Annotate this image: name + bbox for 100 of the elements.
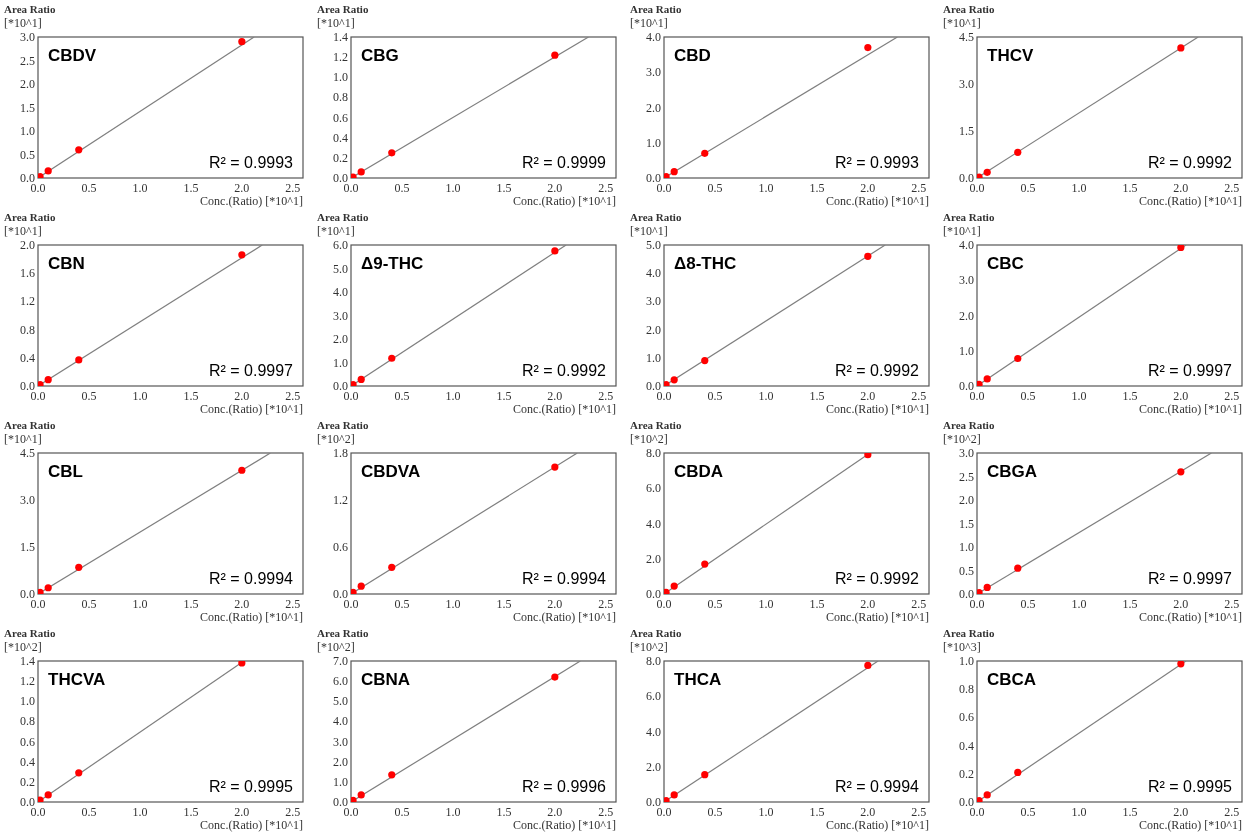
y-tick-label: 0.5: [20, 147, 35, 162]
point: [44, 584, 52, 592]
x-axis-title: Conc.(Ratio) [*10^1]: [826, 818, 929, 832]
y-axis-title: Area Ratio [*10^2]: [317, 419, 369, 446]
x-tick-label: 2.5: [285, 181, 301, 195]
y-tick-label: 3.0: [646, 65, 661, 80]
y-tick-label: 4.0: [333, 714, 348, 729]
y-tick-label: 0.5: [959, 563, 974, 578]
annotation: R² = 0.9997: [1147, 570, 1233, 587]
x-tick-label: 1.0: [445, 805, 461, 819]
annotation: R² = 0.9993: [834, 154, 920, 171]
y-tick-label: 0.8: [20, 714, 35, 729]
x-axis-title: Conc.(Ratio) [*10^1]: [513, 818, 616, 832]
point: [664, 172, 670, 178]
y-tick-label: 0.2: [20, 774, 35, 789]
x-tick-label: 1.0: [445, 597, 461, 611]
annotation: R² = 0.9995: [1147, 778, 1233, 795]
point: [983, 375, 991, 383]
point: [670, 376, 678, 384]
x-tick-label: 1.5: [496, 181, 512, 195]
point: [664, 796, 670, 802]
y-tick-label: 2.0: [646, 551, 661, 566]
y-tick-label: 5.0: [646, 238, 661, 252]
point: [864, 252, 872, 260]
point: [44, 791, 52, 799]
x-tick-label: 0.5: [394, 181, 410, 195]
x-tick-label: 1.5: [183, 181, 199, 195]
point: [864, 453, 872, 459]
y-axis-title: Area Ratio [*10^1]: [630, 211, 682, 238]
x-tick-label: 2.0: [547, 597, 563, 611]
y-tick-label: 0.6: [959, 710, 974, 725]
point: [238, 251, 246, 259]
y-tick-label: 1.2: [20, 294, 35, 309]
point: [38, 172, 44, 178]
x-tick-label: 1.5: [183, 597, 199, 611]
x-axis-title: Conc.(Ratio) [*10^1]: [1139, 610, 1242, 624]
x-tick-label: 1.0: [132, 181, 148, 195]
x-tick-label: 2.0: [234, 805, 250, 819]
point: [701, 357, 709, 365]
y-tick-label: 1.6: [20, 266, 35, 281]
y-axis-title: Area Ratio [*10^2]: [4, 627, 56, 654]
point: [38, 796, 44, 802]
x-tick-label: 2.0: [860, 389, 876, 403]
y-tick-label: 4.0: [646, 516, 661, 531]
x-tick-label: 0.5: [707, 805, 723, 819]
point: [388, 149, 396, 157]
point: [351, 173, 357, 178]
x-tick-label: 1.0: [758, 389, 774, 403]
y-tick-label: 4.0: [333, 285, 348, 299]
x-tick-label: 1.0: [1071, 597, 1087, 611]
x-tick-label: 1.0: [132, 389, 148, 403]
point: [357, 375, 365, 384]
x-axis-title: Conc.(Ratio) [*10^1]: [826, 194, 929, 208]
annotation: R² = 0.9997: [208, 362, 294, 379]
point: [983, 791, 991, 799]
point: [351, 588, 357, 594]
point: [357, 791, 365, 799]
x-tick-label: 2.0: [234, 181, 250, 195]
point: [388, 771, 396, 779]
annotation: R² = 0.9994: [521, 570, 607, 587]
point: [357, 168, 365, 176]
y-tick-label: 1.0: [959, 540, 974, 554]
y-axis-title: Area Ratio [*10^3]: [943, 627, 995, 654]
y-tick-label: 1.8: [333, 446, 348, 460]
y-axis-title: Area Ratio [*10^1]: [943, 3, 995, 30]
point: [44, 376, 52, 384]
x-tick-label: 2.0: [860, 805, 876, 819]
point: [238, 466, 246, 474]
y-tick-label: 0.2: [959, 766, 974, 781]
x-axis-title: Conc.(Ratio) [*10^1]: [826, 610, 929, 624]
point: [551, 673, 559, 681]
x-tick-label: 0.5: [707, 181, 723, 195]
x-tick-label: 2.5: [911, 805, 927, 819]
x-tick-label: 1.5: [809, 597, 825, 611]
text: CBD: [674, 46, 711, 65]
x-tick-label: 0.5: [1020, 181, 1036, 195]
x-tick-label: 2.0: [860, 597, 876, 611]
x-axis-title: Conc.(Ratio) [*10^1]: [200, 402, 303, 416]
annotation: R² = 0.9992: [834, 570, 920, 587]
annotation: R² = 0.9995: [208, 778, 294, 795]
point: [664, 380, 670, 386]
annotation: R² = 0.9999: [521, 154, 607, 171]
x-tick-label: 2.0: [547, 389, 563, 403]
y-axis-title: Area Ratio [*10^2]: [317, 627, 369, 654]
y-axis-title: Area Ratio [*10^1]: [4, 419, 56, 446]
y-axis-title: Area Ratio [*10^1]: [317, 3, 369, 30]
y-tick-label: 3.0: [20, 493, 35, 507]
x-tick-label: 0.5: [394, 389, 410, 403]
text: CBL: [48, 462, 83, 481]
y-tick-label: 6.0: [646, 689, 661, 704]
y-tick-label: 8.0: [646, 446, 661, 460]
point: [388, 563, 396, 571]
y-tick-label: 3.0: [959, 77, 974, 91]
point: [1177, 245, 1185, 252]
x-tick-label: 0.5: [81, 805, 97, 819]
point: [75, 356, 83, 364]
y-tick-label: 1.5: [20, 540, 35, 554]
x-tick-label: 1.0: [1071, 181, 1087, 195]
y-tick-label: 0.4: [20, 350, 35, 365]
y-tick-label: 0.4: [20, 754, 35, 769]
